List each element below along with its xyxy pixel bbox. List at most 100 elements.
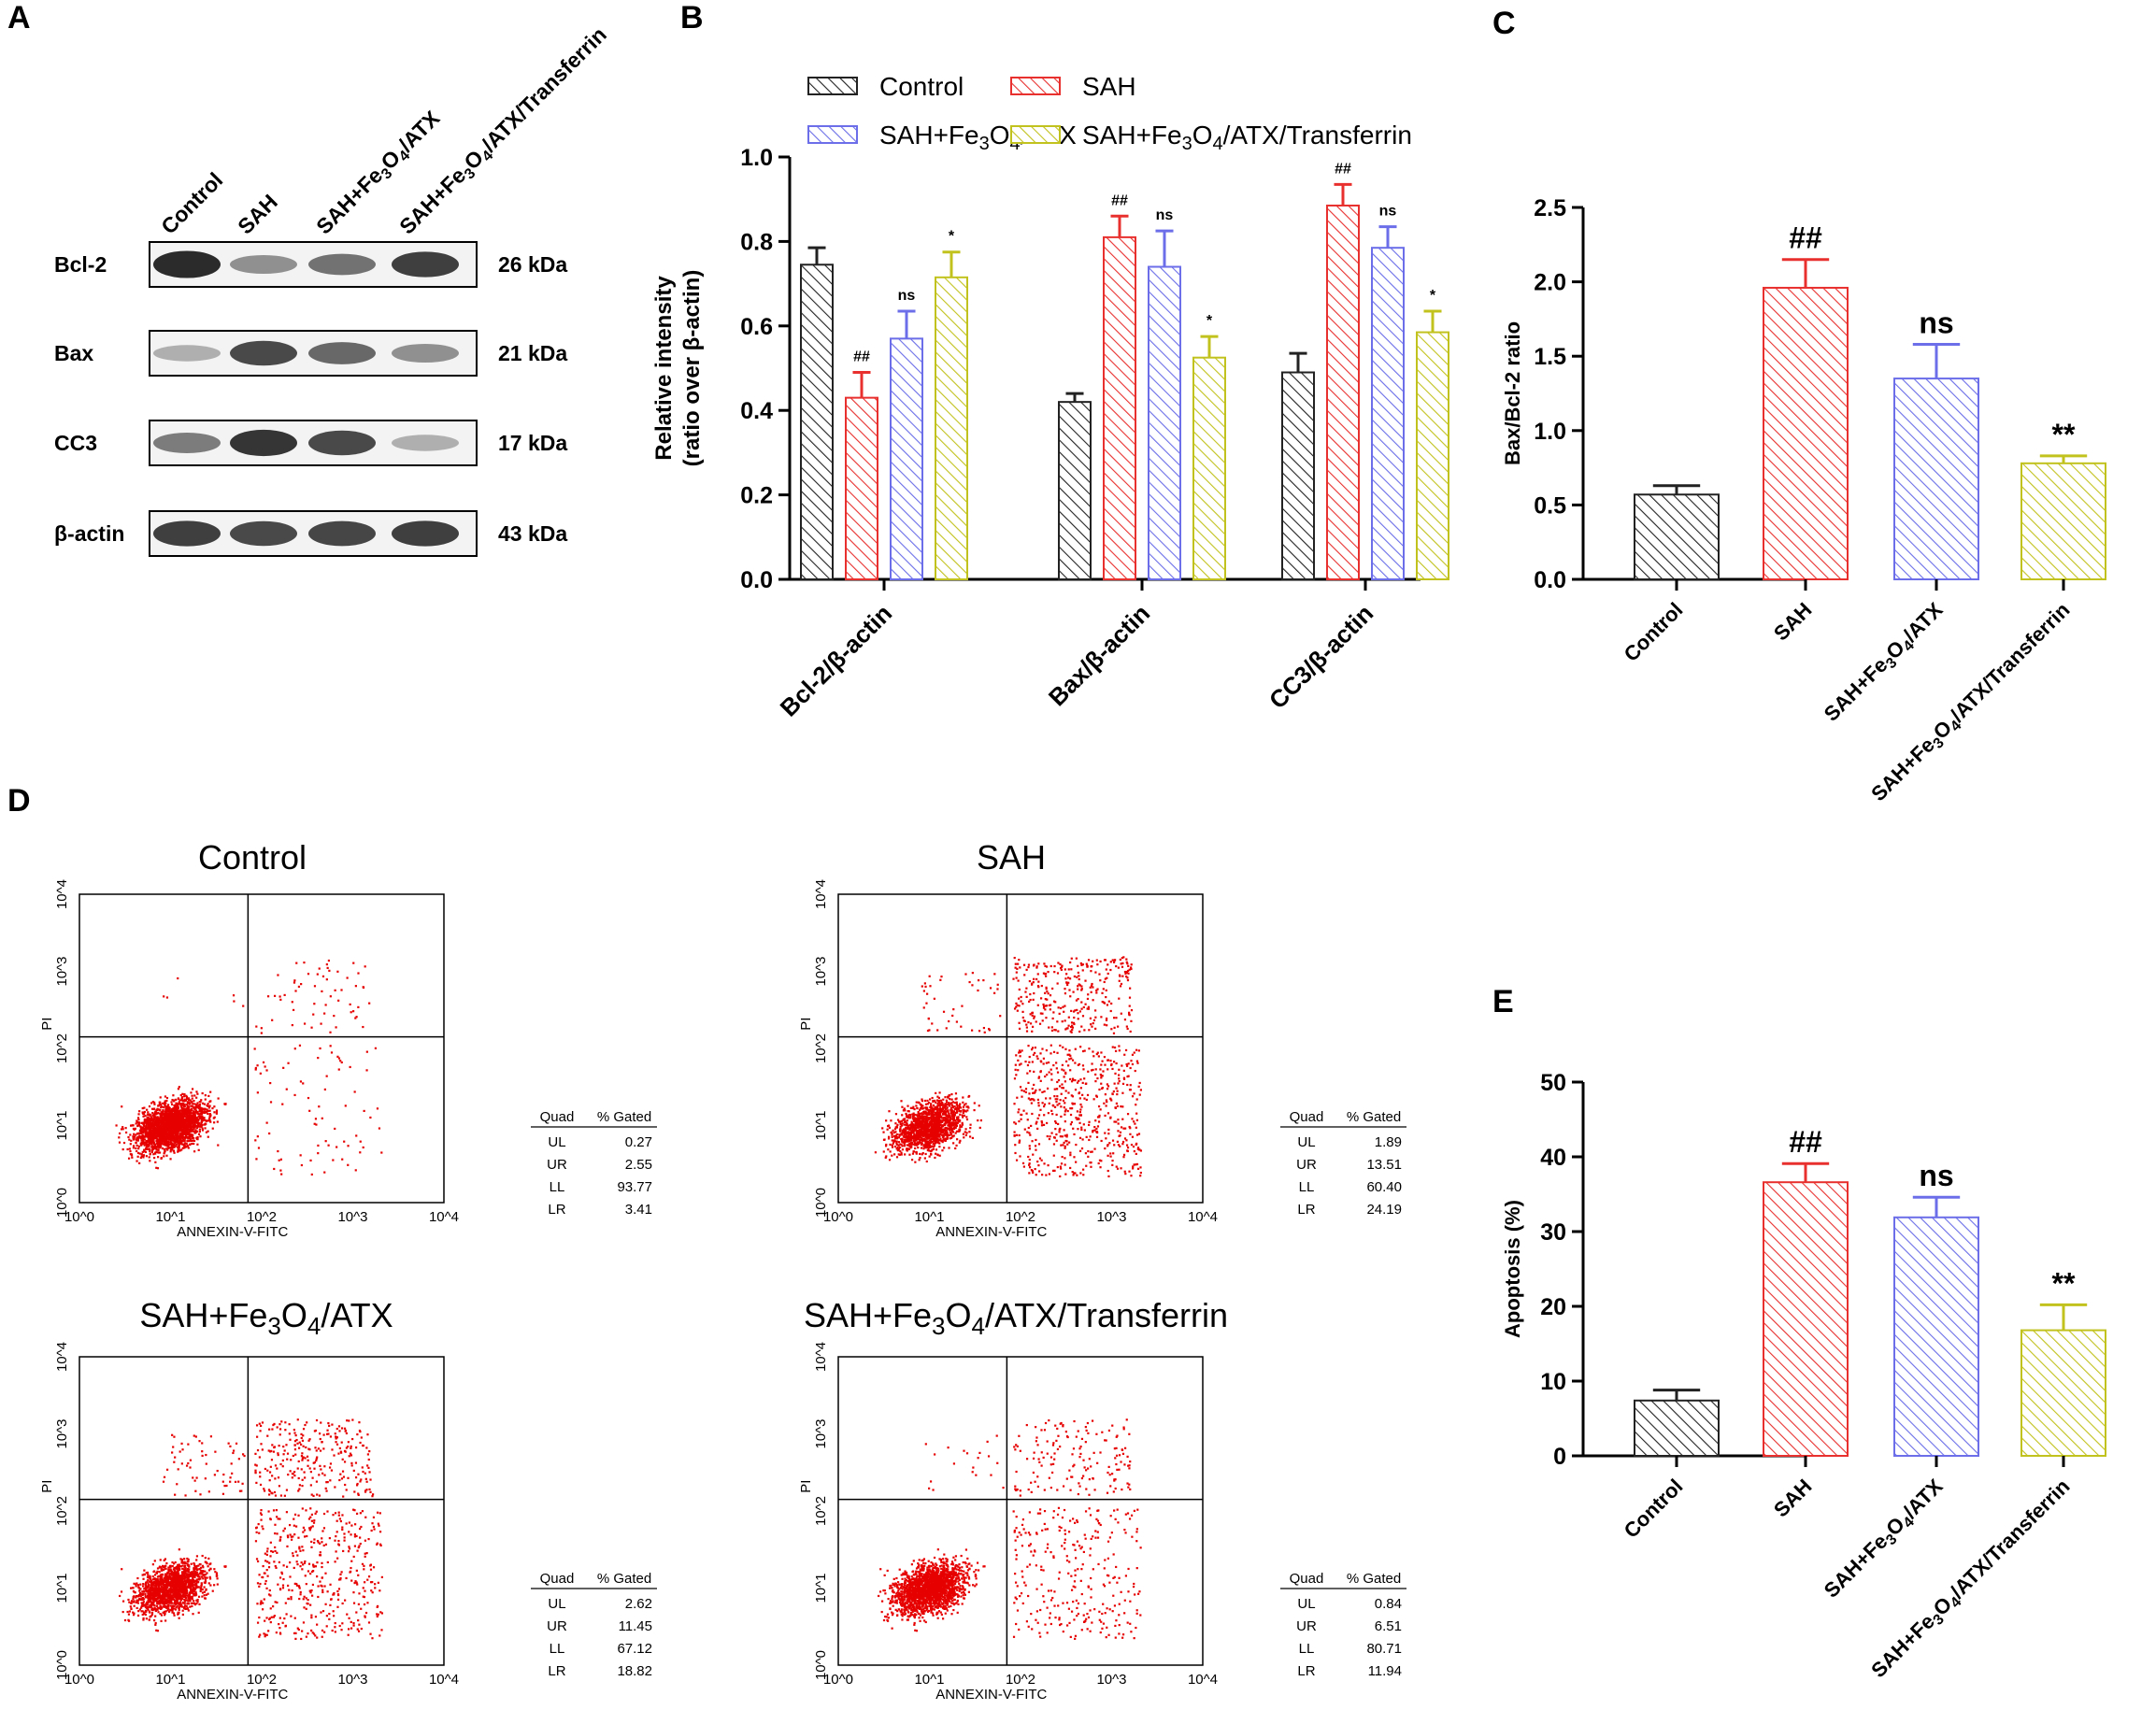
flow-dot	[1069, 1077, 1072, 1081]
flow-dot	[1117, 1130, 1120, 1133]
flow-dot	[1092, 1050, 1094, 1053]
flow-dot	[921, 1151, 924, 1155]
flow-dot	[1092, 960, 1094, 962]
flow-dot	[1036, 1127, 1039, 1131]
flow-dot	[170, 1101, 173, 1104]
x-tick-label: SAH+Fe3O4/ATX	[1820, 1475, 1950, 1605]
flow-dot	[365, 1050, 368, 1053]
flow-dot	[193, 1150, 196, 1153]
flow-dot	[932, 1113, 935, 1116]
flow-dot	[1059, 1165, 1062, 1168]
flow-dot	[204, 1127, 207, 1130]
flow-dot	[1128, 1170, 1131, 1173]
flow-dot	[913, 1126, 916, 1130]
flow-dot	[1081, 1138, 1084, 1141]
flow-dot	[156, 1139, 160, 1142]
flow-dot	[924, 1140, 927, 1143]
flow-dot	[943, 1124, 946, 1127]
flow-dot	[1029, 992, 1032, 996]
flow-dot	[903, 1145, 906, 1147]
flow-dot	[164, 1149, 166, 1153]
flow-dot	[934, 1111, 937, 1114]
flow-dot	[191, 1142, 193, 1146]
flow-dot	[1121, 1064, 1123, 1067]
flow-dot	[143, 1125, 146, 1128]
flow-dot	[185, 1094, 188, 1097]
flow-dot	[1115, 1102, 1119, 1104]
flow-dot	[161, 1122, 164, 1125]
flow-dot	[930, 1114, 933, 1118]
flow-dot	[177, 1119, 179, 1121]
flow-dot	[347, 1163, 350, 1166]
flow-dot	[159, 1143, 162, 1146]
flow-dot	[938, 1102, 942, 1104]
flow-dot	[168, 1130, 171, 1133]
flow-dot	[191, 1120, 193, 1124]
flow-dot	[1052, 1154, 1055, 1157]
flow-dot	[1079, 1172, 1082, 1175]
flow-dot	[1085, 1135, 1088, 1138]
flow-dot	[191, 1097, 193, 1100]
flow-dot	[265, 1069, 268, 1072]
flow-dot	[918, 1125, 921, 1128]
y-tick-label: 1.0	[740, 145, 773, 171]
flow-dot	[913, 1136, 917, 1139]
flow-dot	[1043, 1114, 1046, 1117]
flow-dot	[1053, 1169, 1056, 1172]
flow-dot	[1049, 1068, 1052, 1071]
flow-dot	[1021, 1095, 1023, 1098]
flow-dot	[137, 1121, 141, 1124]
flow-dot	[178, 1129, 180, 1132]
flow-dot	[178, 1144, 180, 1147]
flow-dot	[182, 1124, 185, 1127]
flow-dot	[885, 1119, 888, 1122]
flow-dot	[951, 1134, 954, 1138]
flow-dot	[313, 985, 317, 988]
flow-dot	[957, 1107, 960, 1110]
flow-dot	[884, 1145, 888, 1147]
flow-dot	[1118, 1049, 1121, 1052]
flow-dot	[1067, 1064, 1070, 1067]
flow-dot	[142, 1139, 145, 1142]
flow-dot	[131, 1124, 135, 1127]
flow-dot	[255, 1158, 258, 1161]
y-tick-label: 1.5	[1534, 344, 1566, 370]
flow-dot	[161, 1142, 164, 1146]
flow-dot	[159, 1112, 162, 1116]
flow-dot	[176, 1112, 178, 1115]
flow-dot	[1084, 1003, 1087, 1005]
flow-dot	[310, 1173, 313, 1176]
flow-dot	[1138, 1093, 1141, 1096]
flow-dot	[935, 1141, 937, 1144]
flow-dot	[352, 962, 355, 964]
flow-dot	[293, 1093, 296, 1097]
flow-dot	[1063, 1106, 1065, 1109]
flow-dot	[1056, 1098, 1059, 1101]
flow-dot	[1036, 1117, 1039, 1119]
flow-dot	[124, 1127, 127, 1130]
flow-dot	[119, 1132, 121, 1135]
flow-dot	[198, 1103, 202, 1106]
flow-dot	[163, 1152, 165, 1155]
flow-dot	[918, 1121, 921, 1124]
flow-dot	[892, 1139, 895, 1142]
flow-dot	[1064, 1005, 1066, 1007]
flow-dot	[935, 1152, 937, 1155]
flow-dot	[1053, 1029, 1056, 1032]
flow-dot	[1057, 1122, 1060, 1126]
y-tick-label: 10^2	[54, 1033, 70, 1063]
flow-dot	[224, 1103, 227, 1105]
flow-dot	[927, 1147, 930, 1150]
flow-dot	[183, 1136, 186, 1139]
flow-dot	[197, 1148, 200, 1151]
flow-dot	[935, 1101, 937, 1104]
flow-dot	[967, 1094, 971, 1098]
flow-dot	[357, 1005, 360, 1008]
flow-dot	[955, 1106, 958, 1110]
flow-dot	[196, 1102, 199, 1104]
flow-dot	[1047, 970, 1049, 974]
flow-dot	[1024, 1088, 1028, 1090]
flow-dot	[933, 1145, 936, 1147]
flow-dot	[1103, 1102, 1106, 1104]
flow-dot	[1060, 1144, 1063, 1147]
